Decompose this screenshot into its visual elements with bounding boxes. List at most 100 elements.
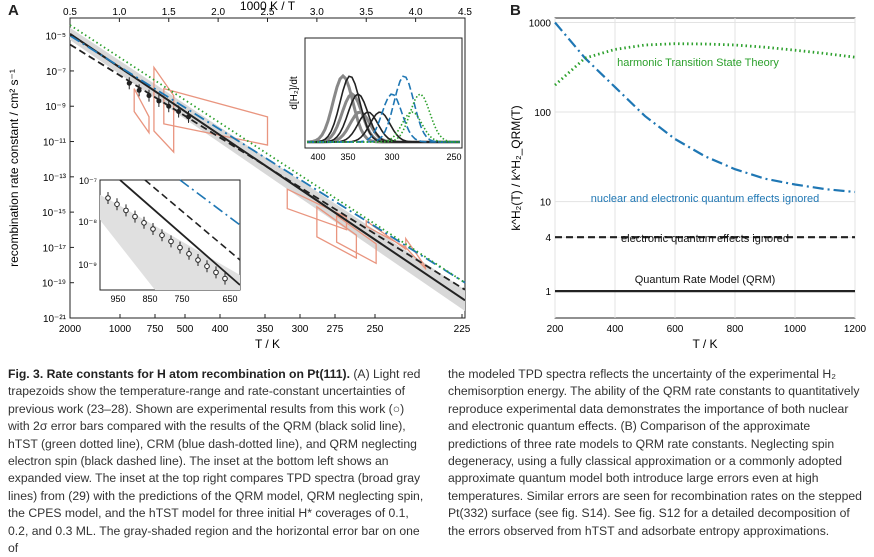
y-tick-label: 10⁻⁷ xyxy=(46,67,66,78)
panel-b-x-tick-label: 400 xyxy=(607,324,624,335)
inset-experiment-point xyxy=(159,232,165,238)
panel-b-y-tick-label: 1 xyxy=(545,287,551,298)
inset-tpd-curve xyxy=(307,93,460,143)
x2-tick-label: 4.0 xyxy=(409,7,423,18)
inset-zoom-x-tick-label: 950 xyxy=(110,294,125,304)
experiment-point xyxy=(126,80,132,86)
inset-experiment-point xyxy=(114,201,120,207)
panel-b-y-tick-label: 4 xyxy=(545,233,551,244)
experiment-point xyxy=(156,98,162,104)
x-tick-label: 250 xyxy=(367,324,384,335)
x2-tick-label: 0.5 xyxy=(63,7,77,18)
experiment-point xyxy=(186,114,191,120)
y-axis-label: recombination rate constant / cm² s⁻¹ xyxy=(7,69,21,267)
x2-tick-label: 3.5 xyxy=(359,7,373,18)
y-tick-label: 10⁻¹⁹ xyxy=(42,279,66,290)
inset-experiment-point xyxy=(195,257,201,263)
experiment-point xyxy=(166,103,172,109)
inset-zoom-x-tick-label: 650 xyxy=(222,294,237,304)
inset-experiment-point xyxy=(222,275,228,282)
x-tick-label: 300 xyxy=(292,324,309,335)
previous-work-trapezoid xyxy=(316,205,358,260)
inset-qrm-line xyxy=(119,179,241,286)
inset-nospin-line xyxy=(144,179,241,261)
experiment-point xyxy=(146,93,152,99)
panel-b-x-tick-label: 200 xyxy=(547,324,564,335)
inset-experiment-point xyxy=(168,238,174,245)
panel-b-y-tick-label: 10 xyxy=(540,198,552,209)
y-tick-label: 10⁻²¹ xyxy=(43,314,67,325)
caption-right-body: the modeled TPD spectra reflects the unc… xyxy=(448,367,862,538)
x2-tick-label: 3.0 xyxy=(310,7,324,18)
previous-work-trapezoid xyxy=(163,87,269,146)
panel-b-x-tick-label: 1000 xyxy=(784,324,807,335)
inset-zoom-x-tick-label: 750 xyxy=(174,294,189,304)
panel-b-series-label: harmonic Transition State Theory xyxy=(617,57,779,69)
inset-zoom-y-tick-label: 10⁻⁹ xyxy=(78,260,97,270)
x2-tick-label: 1.0 xyxy=(112,7,126,18)
panel-b-series-label: nuclear and electronic quantum effects i… xyxy=(591,193,820,205)
inset-experiment-point xyxy=(213,269,219,276)
y-tick-label: 10⁻¹³ xyxy=(43,173,67,184)
panel-b-y-tick-label: 1000 xyxy=(529,18,552,29)
experiment-point xyxy=(136,87,142,93)
inset-experiment-point xyxy=(150,226,156,232)
inset-zoom-y-tick-label: 10⁻⁷ xyxy=(79,176,97,186)
inset-experiment-point xyxy=(105,195,111,201)
x-tick-label: 400 xyxy=(212,324,229,335)
panel-a-label: A xyxy=(8,2,19,19)
series-line xyxy=(69,43,466,291)
inset-experiment-point xyxy=(123,207,129,214)
caption-title: Fig. 3. Rate constants for H atom recomb… xyxy=(8,367,350,381)
caption-left: Fig. 3. Rate constants for H atom recomb… xyxy=(8,366,426,557)
previous-work-trapezoid xyxy=(133,88,150,135)
x2-tick-label: 2.0 xyxy=(211,7,225,18)
x2-tick-label: 1.5 xyxy=(162,7,176,18)
panel-b-series-label: electronic quantum effects ignored xyxy=(621,233,789,245)
panel-b-series-line xyxy=(554,21,856,194)
x-axis-label: T / K xyxy=(255,337,280,350)
inset-tpd-frame xyxy=(304,37,463,149)
panel-b-y-axis-label: k^H₂(T) / k^H₂_QRM(T) xyxy=(509,105,523,230)
panel-b-x-axis-label: T / K xyxy=(692,337,717,350)
inset-tpd-tick-label: 250 xyxy=(446,152,461,162)
inset-experiment-point xyxy=(186,251,192,257)
inset-experiment-point xyxy=(177,244,183,251)
panel-b-label: B xyxy=(510,2,521,19)
panel-b-x-tick-label: 1200 xyxy=(844,324,867,335)
x-tick-label: 500 xyxy=(177,324,194,335)
x2-axis-label: 1000 K / T xyxy=(240,0,296,13)
x2-tick-label: 2.5 xyxy=(261,7,275,18)
panel-b-y-tick-label: 100 xyxy=(534,108,551,119)
y-tick-label: 10⁻¹¹ xyxy=(43,138,67,149)
inset-crm-line xyxy=(179,179,241,226)
x-tick-label: 1000 xyxy=(109,324,132,335)
inset-tpd-tick-label: 350 xyxy=(340,152,355,162)
y-tick-label: 10⁻⁵ xyxy=(45,32,66,43)
y-tick-label: 10⁻¹⁷ xyxy=(43,243,67,254)
panel-b-series-label: Quantum Rate Model (QRM) xyxy=(635,274,776,286)
x2-tick-label: 4.5 xyxy=(458,7,472,18)
inset-experiment-point xyxy=(141,220,147,226)
y-tick-label: 10⁻⁹ xyxy=(45,102,66,113)
caption-right: the modeled TPD spectra reflects the unc… xyxy=(448,366,866,540)
series-line xyxy=(69,34,466,284)
x-tick-label: 275 xyxy=(327,324,344,335)
x-tick-label: 2000 xyxy=(59,324,82,335)
x-tick-label: 225 xyxy=(454,324,471,335)
inset-tpd-ylabel: d[H₂]/dt xyxy=(289,76,300,110)
figure: 10⁻²¹10⁻¹⁹10⁻¹⁷10⁻¹⁵10⁻¹³10⁻¹¹10⁻⁹10⁻⁷10… xyxy=(7,0,867,350)
x-tick-label: 750 xyxy=(147,324,164,335)
caption-left-body: (A) Light red trapezoids show the temper… xyxy=(8,367,424,556)
panel-b-x-tick-label: 800 xyxy=(727,324,744,335)
inset-experiment-point xyxy=(204,263,210,270)
inset-tpd-tick-label: 400 xyxy=(310,152,325,162)
panel-b-x-tick-label: 600 xyxy=(667,324,684,335)
inset-experiment-point xyxy=(132,213,138,220)
y-tick-label: 10⁻¹⁵ xyxy=(42,208,66,219)
inset-zoom-x-tick-label: 850 xyxy=(142,294,157,304)
panel-b-series-line xyxy=(554,42,856,87)
previous-work-trapezoid xyxy=(153,65,175,154)
x-tick-label: 350 xyxy=(257,324,274,335)
inset-zoom-y-tick-label: 10⁻⁸ xyxy=(78,217,97,227)
